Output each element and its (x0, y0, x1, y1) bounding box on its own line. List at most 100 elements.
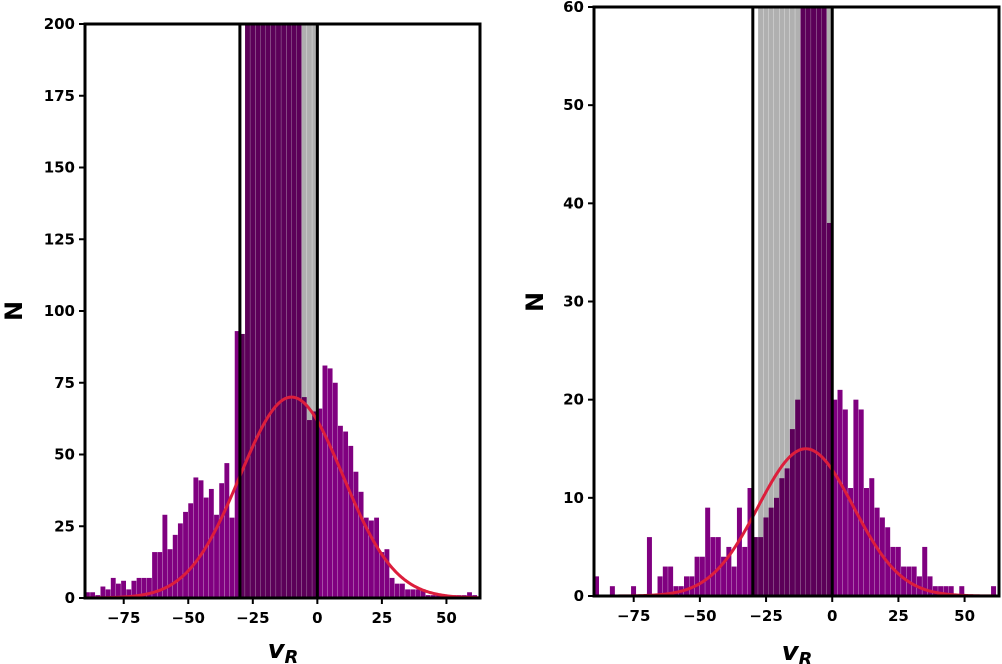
histogram-bar-purple (219, 483, 225, 598)
histogram-bar-purple (726, 546, 732, 596)
histogram-bar-dark-purple (800, 7, 806, 596)
histogram-bar-purple (322, 365, 328, 598)
histogram-bar-purple (90, 592, 96, 598)
histogram-bar-purple (684, 576, 689, 596)
histogram-bar-purple (85, 592, 90, 598)
histogram-bar-purple (699, 556, 705, 596)
histogram-bar-dark-purple (826, 222, 832, 596)
histogram-bar-dark-purple (821, 7, 827, 596)
histogram-bar-gray (789, 7, 795, 596)
y-tick-label: 125 (44, 230, 75, 248)
histogram-bar-gray (758, 7, 764, 596)
histogram-bar-purple (353, 471, 359, 598)
histogram-bar-dark-purple (307, 420, 312, 598)
histogram-bar-purple (694, 556, 700, 596)
histogram-bar-purple (152, 552, 157, 598)
y-tick-label: 0 (65, 589, 75, 607)
histogram-bar-purple (105, 589, 111, 598)
y-axis-label: N (521, 292, 549, 312)
histogram-bar-purple (157, 552, 163, 598)
histogram-bar-purple (594, 576, 599, 596)
histogram-bar-purple (927, 576, 933, 596)
histogram-bar-purple (198, 480, 204, 598)
histogram-bar-purple (208, 488, 214, 598)
x-tick-label: −25 (236, 609, 269, 627)
left-histogram-panel: −75 −50 −25 0 25 50 0 25 50 75 100 125 150 175 200 vR N (0, 15, 482, 664)
histogram-bar-purple (668, 566, 674, 596)
histogram-bar-purple (646, 537, 652, 596)
histogram-bar-purple (832, 399, 838, 596)
histogram-bar-purple (100, 586, 106, 598)
histogram-bar-purple (363, 517, 369, 598)
histogram-bar-dark-purple (811, 7, 817, 596)
histogram-bar-purple (731, 566, 737, 596)
y-tick-label: 50 (54, 446, 75, 464)
histogram-bar-purple (146, 577, 152, 598)
histogram-bar-purple (374, 517, 380, 598)
histogram-bar-purple (858, 409, 864, 596)
histogram-bar-purple (405, 589, 410, 598)
histogram-bar-purple (343, 431, 349, 598)
histogram-bar-purple (657, 576, 663, 596)
histogram-bar-dark-purple (245, 24, 250, 598)
y-tick-label: 25 (54, 517, 75, 535)
x-tick-label: 50 (436, 609, 457, 627)
x-tick-label: −25 (749, 607, 782, 625)
histogram-bar-gray (784, 7, 790, 596)
y-tick-label: 50 (563, 96, 584, 114)
histogram-bar-dark-purple (301, 397, 307, 598)
histogram-bar-purple (384, 549, 390, 598)
x-tick-label: 25 (371, 609, 392, 627)
histogram-bar-dark-purple (768, 507, 774, 596)
histogram-bar-dark-purple (296, 24, 302, 598)
histogram-bar-purple (379, 552, 385, 598)
histogram-bar-dark-purple (265, 24, 271, 598)
histogram-bar-purple (348, 445, 354, 598)
histogram-bar-dark-purple (774, 497, 779, 596)
histogram-bar-purple (332, 382, 338, 598)
histogram-bar-purple (193, 477, 199, 598)
histogram-bar-purple (890, 546, 896, 596)
histogram-bar-dark-purple (758, 537, 764, 596)
histogram-bar-purple (172, 534, 178, 598)
histogram-bar-purple (234, 331, 240, 598)
histogram-bar-dark-purple (779, 478, 785, 596)
y-tick-label: 75 (54, 374, 75, 392)
x-tick-label: −75 (107, 609, 140, 627)
x-tick-label: 25 (888, 607, 909, 625)
x-axis-label: vR (782, 637, 813, 664)
histogram-bar-purple (410, 589, 416, 598)
histogram-bar-purple (327, 368, 333, 598)
histogram-bar-dark-purple (250, 24, 256, 598)
y-tick-label: 60 (563, 0, 584, 16)
histogram-bar-dark-purple (312, 411, 318, 598)
histogram-bar-purple (177, 523, 183, 598)
plot-area (594, 7, 999, 596)
histogram-bar-purple (837, 389, 843, 596)
histogram-bar-purple (631, 586, 637, 596)
histogram-bar-purple (662, 566, 668, 596)
histogram-bar-purple (959, 586, 965, 596)
histogram-bar-dark-purple (795, 399, 801, 596)
histogram-bar-purple (131, 580, 137, 598)
y-tick-label: 10 (563, 489, 584, 507)
histogram-bar-purple (721, 556, 727, 596)
histogram-bar-gray (774, 7, 779, 596)
histogram-bar-purple (214, 514, 219, 598)
histogram-bar-dark-purple (789, 429, 795, 596)
histogram-bar-purple (705, 507, 711, 596)
histogram-bar-purple (183, 511, 188, 598)
histogram-bar-purple (141, 577, 147, 598)
plot-area (85, 24, 480, 598)
histogram-bar-gray (312, 24, 318, 598)
histogram-bar-purple (167, 549, 173, 598)
histogram-bar-dark-purple (816, 7, 822, 596)
gaussian-fit-curve (85, 395, 480, 598)
histogram-bar-purple (338, 425, 343, 598)
histogram-bar-purple (874, 507, 880, 596)
histogram-bar-purple (842, 409, 848, 596)
histogram-bar-purple (710, 537, 716, 596)
histogram-bar-dark-purple (276, 24, 281, 598)
histogram-bar-gray (301, 24, 307, 598)
